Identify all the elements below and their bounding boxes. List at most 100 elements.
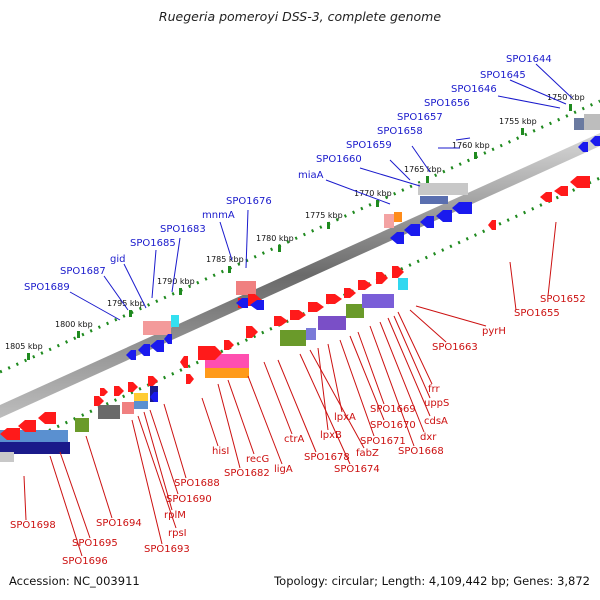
gene-arrow [326, 294, 342, 304]
gene-label: SPO1659 [346, 140, 392, 151]
gene-arrow [290, 310, 306, 320]
gene-label: SPO1645 [480, 70, 526, 81]
feature-box [236, 281, 256, 295]
gene-label: SPO1663 [432, 342, 478, 353]
gene-label: SPO1688 [174, 478, 220, 489]
kbp-ticks: 1750 kbp 1755 kbp 1760 kbp 1765 kbp 1770 kbp… [5, 93, 585, 360]
feature-box [318, 316, 346, 330]
leader-line [359, 167, 421, 187]
leader-line [327, 343, 343, 413]
leader-line [219, 221, 233, 261]
feature-box [143, 321, 171, 335]
gene-labels: SPO1644 SPO1645 SPO1646 SPO1656 SPO1657 SPO16… [10, 54, 586, 567]
tick-label: 1755 kbp [499, 117, 537, 126]
gene-arrow [198, 346, 222, 360]
gene-arrow [404, 224, 420, 236]
lower-dot-track [0, 176, 600, 455]
tick-label: 1805 kbp [5, 342, 43, 351]
gene-label: SPO1655 [514, 308, 560, 319]
tick-label: 1795 kbp [107, 299, 145, 308]
gene-label: lpxB [320, 430, 342, 441]
gene-arrow [94, 396, 104, 406]
tick-mark [426, 176, 429, 183]
tick-mark [569, 104, 572, 111]
gene-arrow [38, 412, 56, 424]
gene-label: SPO1694 [96, 518, 142, 529]
gene-label: SPO1657 [397, 112, 443, 123]
gene-label: SPO1693 [144, 544, 190, 555]
gene-arrow [186, 374, 194, 384]
gene-arrow [138, 344, 150, 356]
gene-arrow [436, 210, 452, 222]
leader-line [379, 321, 425, 433]
gene-arrow [114, 386, 124, 396]
tick-mark [129, 310, 132, 317]
gene-label: SPO1668 [398, 446, 444, 457]
tick-label: 1800 kbp [55, 320, 93, 329]
leader-line [349, 335, 385, 421]
gene-arrow [392, 266, 404, 278]
leader-line [411, 145, 431, 173]
feature-box [134, 393, 148, 401]
gene-label: pyrH [482, 326, 506, 337]
feature-box [346, 304, 364, 318]
gene-label: ctrA [284, 434, 305, 445]
gene-arrow [570, 176, 590, 188]
tick-label: 1750 kbp [547, 93, 585, 102]
gene-label: miaA [298, 170, 324, 181]
gene-label: rpsI [168, 528, 187, 539]
leader-line [69, 291, 121, 321]
feature-box [306, 328, 316, 340]
leader-line [245, 209, 249, 269]
gene-arrow [578, 142, 588, 152]
gene-arrow [554, 186, 568, 196]
gene-label: fabZ [356, 448, 379, 459]
leader-line [247, 375, 283, 465]
feature-box [418, 183, 468, 195]
gene-label: SPO1695 [72, 538, 118, 549]
gene-label: SPO1674 [334, 464, 380, 475]
gene-label: SPO1670 [370, 420, 416, 431]
gene-label: rplM [164, 510, 186, 521]
gene-label: SPO1676 [226, 196, 272, 207]
gene-label: SPO1685 [130, 238, 176, 249]
gene-label: SPO1678 [304, 452, 350, 463]
tick-mark [278, 245, 281, 252]
leader-line [149, 409, 179, 495]
leader-line [455, 137, 471, 141]
gene-arrow [150, 340, 164, 352]
feature-box [394, 212, 402, 222]
gene-arrow [390, 232, 404, 244]
leader-line [397, 311, 433, 385]
tick-label: 1790 kbp [157, 277, 195, 286]
leader-line [535, 63, 573, 99]
tick-label: 1770 kbp [354, 189, 392, 198]
gene-label: SPO1683 [160, 224, 206, 235]
feature-box [584, 114, 600, 130]
gene-arrow [128, 382, 138, 392]
leader-line [49, 455, 83, 557]
gene-arrow [150, 392, 158, 402]
gene-arrow [0, 428, 20, 440]
feature-box [98, 405, 120, 419]
leader-line [509, 79, 567, 105]
feature-box [384, 214, 394, 228]
gene-arrow [540, 192, 552, 202]
map-title: Ruegeria pomeroyi DSS-3, complete genome [158, 9, 442, 24]
feature-box [205, 368, 249, 378]
accession-text: Accession: NC_003911 [9, 574, 140, 588]
feature-box [122, 402, 134, 414]
leader-line [409, 309, 447, 343]
gene-label: SPO1646 [451, 84, 497, 95]
tick-mark [228, 266, 231, 273]
leader-line [171, 237, 181, 293]
gene-arrow [100, 388, 108, 396]
tick-mark [376, 200, 379, 207]
gene-label: cdsA [424, 416, 448, 427]
gene-label: SPO1644 [506, 54, 552, 65]
gene-arrows [0, 136, 600, 440]
gene-arrow [246, 326, 258, 338]
tick-label: 1765 kbp [404, 165, 442, 174]
tick-label: 1785 kbp [206, 255, 244, 264]
leader-line [389, 159, 411, 181]
